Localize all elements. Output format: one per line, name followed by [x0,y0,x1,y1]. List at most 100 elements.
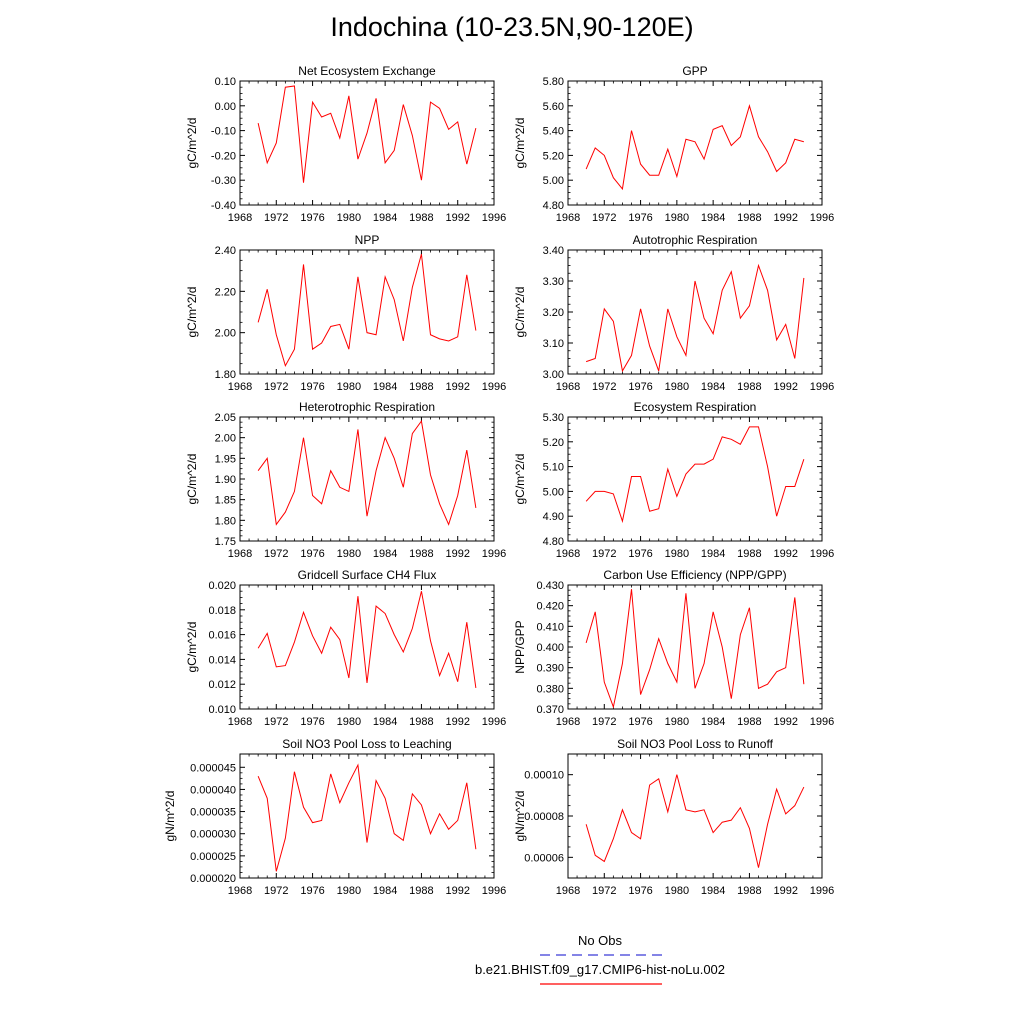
x-tick-label: 1980 [665,885,689,897]
x-tick-label: 1992 [445,885,469,897]
x-tick-label: 1984 [701,212,725,224]
y-tick-label: 0.000040 [190,784,236,796]
y-tick-label: 4.80 [543,200,564,212]
x-tick-label: 1980 [665,381,689,393]
series-line [257,763,477,872]
chart-panel: Soil NO3 Pool Loss to Leaching 1968 1972 19… [163,737,506,897]
y-tick-label: 0.016 [208,630,236,642]
y-tick-label: 0.370 [536,704,564,716]
page-title: Indochina (10-23.5N,90-120E) [330,12,694,42]
y-tick-label: 0.000030 [190,829,236,841]
plot-frame [239,249,495,375]
x-tick-label: 1976 [300,716,324,728]
x-tick-label: 1972 [592,548,616,560]
y-tick-label: 0.000020 [190,873,236,885]
x-tick-label: 1996 [810,381,834,393]
x-tick-label: 1980 [337,548,361,560]
y-tick-label: 0.000035 [190,807,236,819]
x-tick-label: 1972 [264,381,288,393]
x-tick-label: 1988 [409,716,433,728]
y-tick-label: 3.10 [543,338,564,350]
chart-panel: NPP 1968 1972 1976 1980 1984 1988 1992 1996 2.40 2… [185,233,506,393]
x-tick-label: 1972 [264,212,288,224]
x-tick-label: 1984 [701,548,725,560]
x-tick-label: 1980 [665,548,689,560]
chart-panel: Net Ecosystem Exchange 1968 1972 1976 1980 19… [185,64,506,224]
chart-panel: Heterotrophic Respiration 1968 1972 1976 198… [185,400,506,560]
y-tick-label: 5.00 [543,486,564,498]
y-tick-label: 3.00 [543,369,564,381]
x-tick-label: 1992 [445,212,469,224]
x-tick-label: 1984 [701,381,725,393]
x-tick-label: 1972 [592,212,616,224]
series-line [585,426,805,524]
plot-frame [567,80,823,206]
y-tick-label: 0.014 [208,654,236,666]
x-tick-label: 1984 [373,212,397,224]
x-tick-label: 1996 [482,548,506,560]
x-tick-label: 1992 [773,212,797,224]
x-tick-label: 1968 [556,716,580,728]
chart-title: Gridcell Surface CH4 Flux [298,568,437,582]
series-line [585,774,805,868]
x-tick-label: 1976 [300,548,324,560]
y-tick-label: 5.30 [543,412,564,424]
series-line [257,85,477,183]
x-tick-label: 1972 [264,548,288,560]
x-tick-label: 1972 [592,381,616,393]
y-tick-label: -0.20 [211,150,236,162]
y-tick-label: 0.018 [208,605,236,617]
y-tick-label: 0.420 [536,601,564,613]
y-tick-label: 1.80 [215,515,236,527]
y-tick-label: 5.40 [543,126,564,138]
y-tick-label: 5.20 [543,150,564,162]
y-tick-label: 0.00008 [524,811,564,823]
y-tick-label: 0.430 [536,580,564,592]
chart-title: NPP [355,233,380,247]
x-tick-label: 1980 [665,212,689,224]
y-tick-label: 5.00 [543,175,564,187]
chart-title: Ecosystem Respiration [634,400,757,414]
y-tick-label: 0.00 [215,101,236,113]
legend-obs-label: No Obs [577,933,623,948]
x-tick-label: 1984 [373,716,397,728]
x-tick-label: 1968 [556,885,580,897]
y-tick-label: 0.410 [536,621,564,633]
y-tick-label: 3.40 [543,245,564,257]
y-tick-label: 1.75 [215,536,236,548]
y-tick-label: 0.10 [215,76,236,88]
series-line [585,589,805,709]
x-tick-label: 1968 [228,716,252,728]
chart-panel: Ecosystem Respiration 1968 1972 1976 1980 198… [513,400,834,560]
plot-frame [567,584,823,710]
x-tick-label: 1984 [373,548,397,560]
x-tick-label: 1996 [810,212,834,224]
y-axis-label: gN/m^2/d [513,791,527,842]
y-tick-label: 5.20 [543,437,564,449]
series-line [257,591,477,688]
x-tick-label: 1976 [628,212,652,224]
plot-frame [239,753,495,879]
y-tick-label: 0.390 [536,663,564,675]
y-axis-label: gC/m^2/d [185,287,199,338]
chart-panel: GPP 1968 1972 1976 1980 1984 1988 1992 1996 5.80 5… [513,64,834,224]
y-tick-label: 5.80 [543,76,564,88]
x-tick-label: 1972 [592,885,616,897]
x-tick-label: 1976 [628,885,652,897]
x-tick-label: 1976 [628,548,652,560]
y-axis-label: gN/m^2/d [163,791,177,842]
x-tick-label: 1968 [228,885,252,897]
x-tick-label: 1996 [810,716,834,728]
x-tick-label: 1988 [409,381,433,393]
y-tick-label: 1.80 [215,369,236,381]
y-tick-label: 2.00 [215,328,236,340]
x-tick-label: 1996 [482,381,506,393]
x-tick-label: 1996 [810,548,834,560]
x-tick-label: 1976 [628,716,652,728]
plot-frame [567,753,823,879]
x-tick-label: 1988 [737,381,761,393]
x-tick-label: 1980 [337,381,361,393]
y-tick-label: 0.000045 [190,762,236,774]
legend-obs-line [540,954,662,956]
